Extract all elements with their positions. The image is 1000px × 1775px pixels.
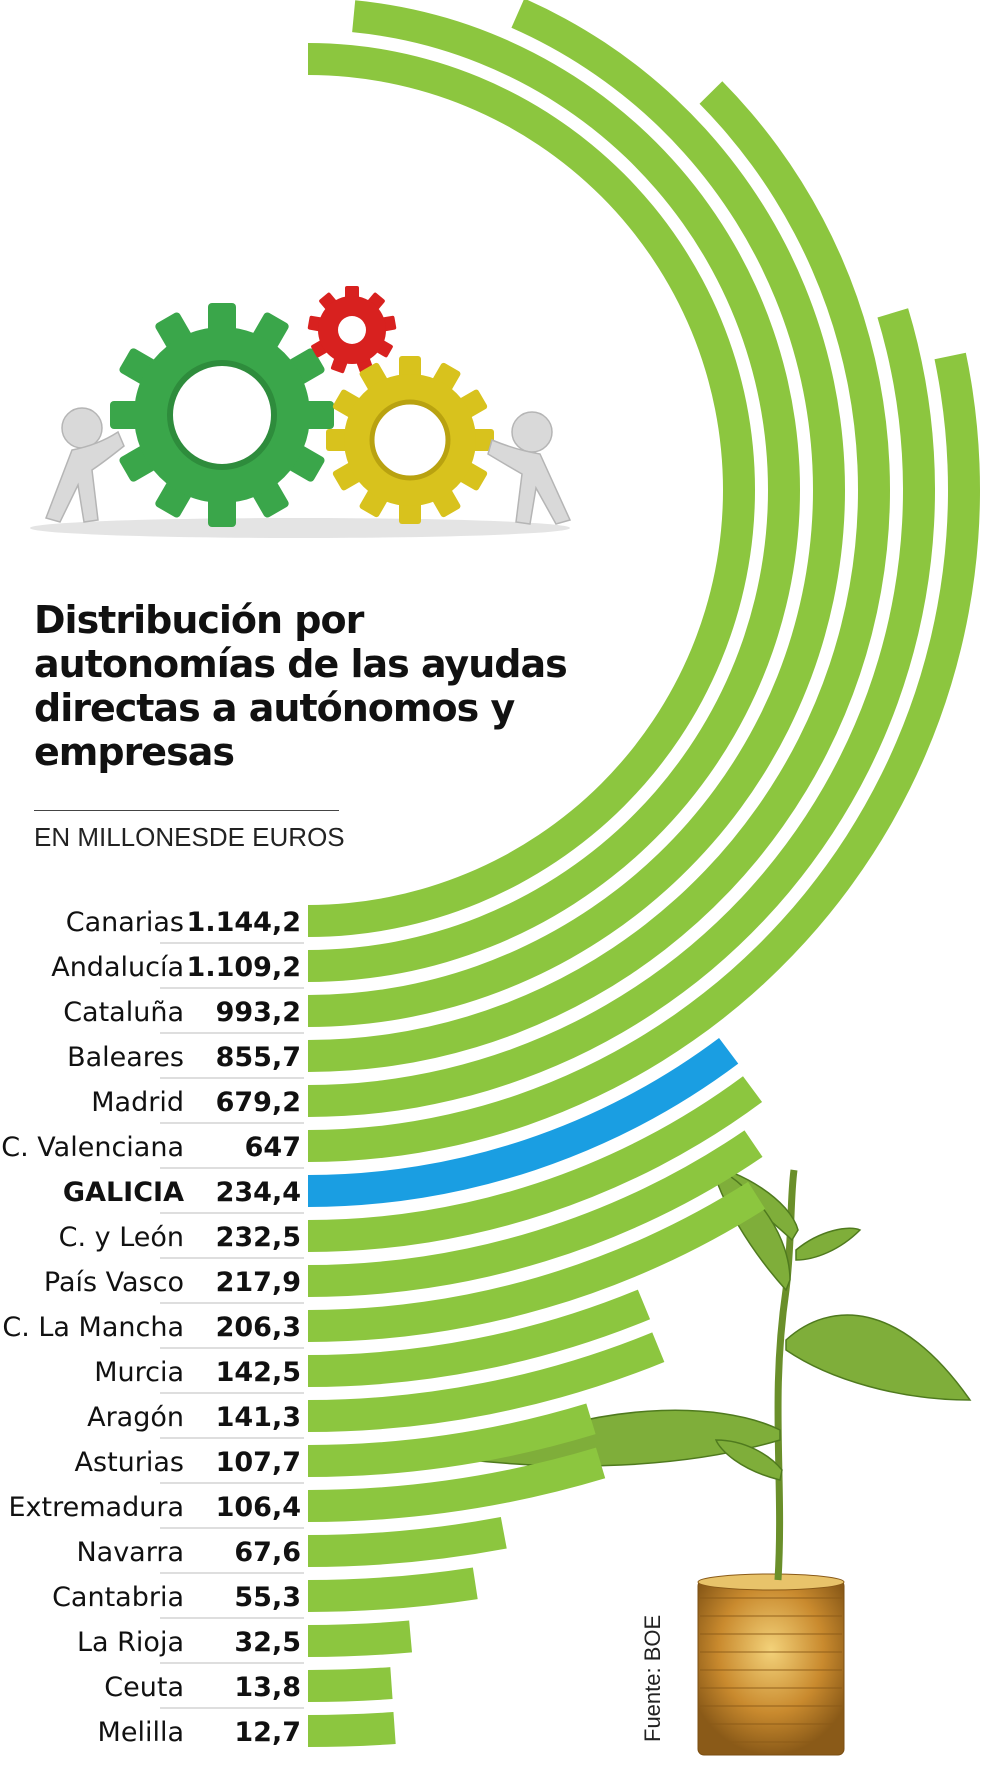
gears-with-figures-icon xyxy=(30,286,572,538)
value-label: 217,9 xyxy=(216,1267,301,1298)
value-label: 13,8 xyxy=(234,1672,301,1703)
value-label: 232,5 xyxy=(216,1222,301,1253)
value-label: 107,7 xyxy=(216,1447,301,1478)
value-label: 12,7 xyxy=(234,1717,301,1748)
value-label: 67,6 xyxy=(234,1537,301,1568)
source-note: Fuente: BOE xyxy=(640,1614,665,1742)
bar-la-rioja xyxy=(308,1620,412,1657)
category-label: País Vasco xyxy=(44,1267,184,1298)
category-label: La Rioja xyxy=(77,1627,184,1658)
category-label: Murcia xyxy=(94,1357,184,1388)
value-label: 855,7 xyxy=(216,1042,301,1073)
bar-melilla xyxy=(308,1712,396,1747)
category-label: Asturias xyxy=(75,1447,184,1478)
category-label: Canarias xyxy=(66,907,184,938)
category-label: Cantabria xyxy=(52,1582,184,1613)
category-label: Navarra xyxy=(76,1537,184,1568)
bar-pa-s-vasco xyxy=(308,1130,763,1297)
value-label: 141,3 xyxy=(216,1402,301,1433)
category-label: C. Valenciana xyxy=(1,1132,184,1163)
category-label: GALICIA xyxy=(63,1177,184,1208)
bar-asturias xyxy=(308,1403,596,1477)
category-label: C. y León xyxy=(59,1222,184,1253)
category-label: Extremadura xyxy=(9,1492,185,1523)
value-label: 142,5 xyxy=(216,1357,301,1388)
value-label: 1.109,2 xyxy=(187,952,301,983)
category-label: Cataluña xyxy=(63,997,184,1028)
bar-c-la-mancha xyxy=(308,1181,766,1342)
bar-murcia xyxy=(308,1289,651,1387)
title-divider xyxy=(34,810,339,811)
category-label: Aragón xyxy=(87,1402,184,1433)
bar-ceuta xyxy=(308,1667,393,1702)
value-label: 234,4 xyxy=(216,1177,301,1208)
category-label: Baleares xyxy=(67,1042,184,1073)
value-label: 647 xyxy=(245,1132,301,1163)
value-label: 106,4 xyxy=(216,1492,301,1523)
bar-navarra xyxy=(308,1517,507,1567)
bar-extremadura xyxy=(308,1447,606,1522)
category-label: Ceuta xyxy=(104,1672,184,1703)
value-label: 32,5 xyxy=(234,1627,301,1658)
bar-cantabria xyxy=(308,1567,478,1612)
chart-subtitle: EN MILLONESDE EUROS xyxy=(34,822,345,852)
category-label: Andalucía xyxy=(51,952,184,983)
value-label: 993,2 xyxy=(216,997,301,1028)
category-label: C. La Mancha xyxy=(2,1312,184,1343)
value-label: 55,3 xyxy=(234,1582,301,1613)
chart-title: Distribución por autonomías de las ayuda… xyxy=(34,598,568,774)
bar-c-y-le-n xyxy=(308,1076,763,1252)
value-label: 206,3 xyxy=(216,1312,301,1343)
bar-galicia xyxy=(308,1037,739,1207)
category-label: Madrid xyxy=(91,1087,184,1118)
value-label: 1.144,2 xyxy=(187,907,301,938)
value-label: 679,2 xyxy=(216,1087,301,1118)
category-label: Melilla xyxy=(98,1717,184,1748)
bar-arag-n xyxy=(308,1332,665,1432)
